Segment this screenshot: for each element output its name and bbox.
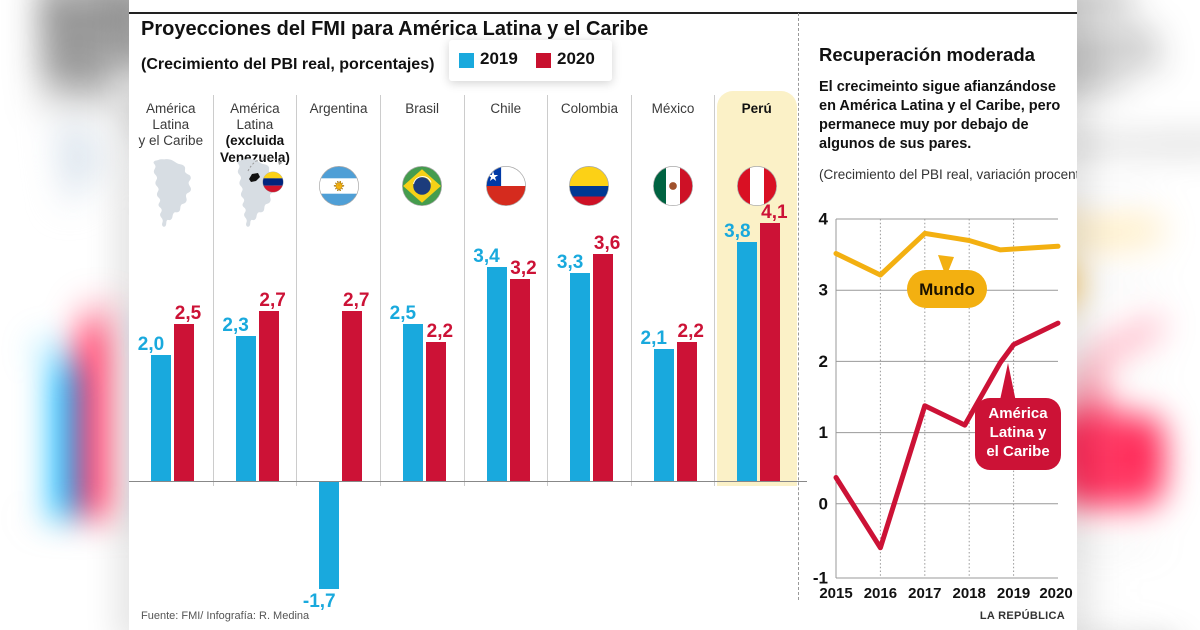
svg-text:2020: 2020 — [1039, 585, 1072, 602]
svg-text:2019: 2019 — [997, 585, 1030, 602]
svg-text:América: América — [1074, 424, 1147, 445]
svg-text:4: 4 — [819, 210, 829, 229]
svg-text:el Caribe: el Caribe — [1071, 470, 1148, 491]
svg-text:América: América — [988, 405, 1048, 422]
svg-text:Mundo: Mundo — [919, 280, 975, 299]
svg-text:1: 1 — [819, 423, 828, 442]
svg-text:el Caribe: el Caribe — [986, 443, 1049, 460]
svg-text:0: 0 — [819, 494, 828, 513]
svg-text:Latina y: Latina y — [990, 424, 1047, 441]
svg-text:Latina y: Latina y — [1075, 447, 1145, 468]
svg-text:2017: 2017 — [908, 585, 941, 602]
svg-text:2: 2 — [819, 352, 828, 371]
svg-text:3: 3 — [819, 281, 828, 300]
svg-text:2018: 2018 — [953, 585, 986, 602]
svg-text:2016: 2016 — [864, 585, 897, 602]
svg-text:2015: 2015 — [819, 585, 852, 602]
